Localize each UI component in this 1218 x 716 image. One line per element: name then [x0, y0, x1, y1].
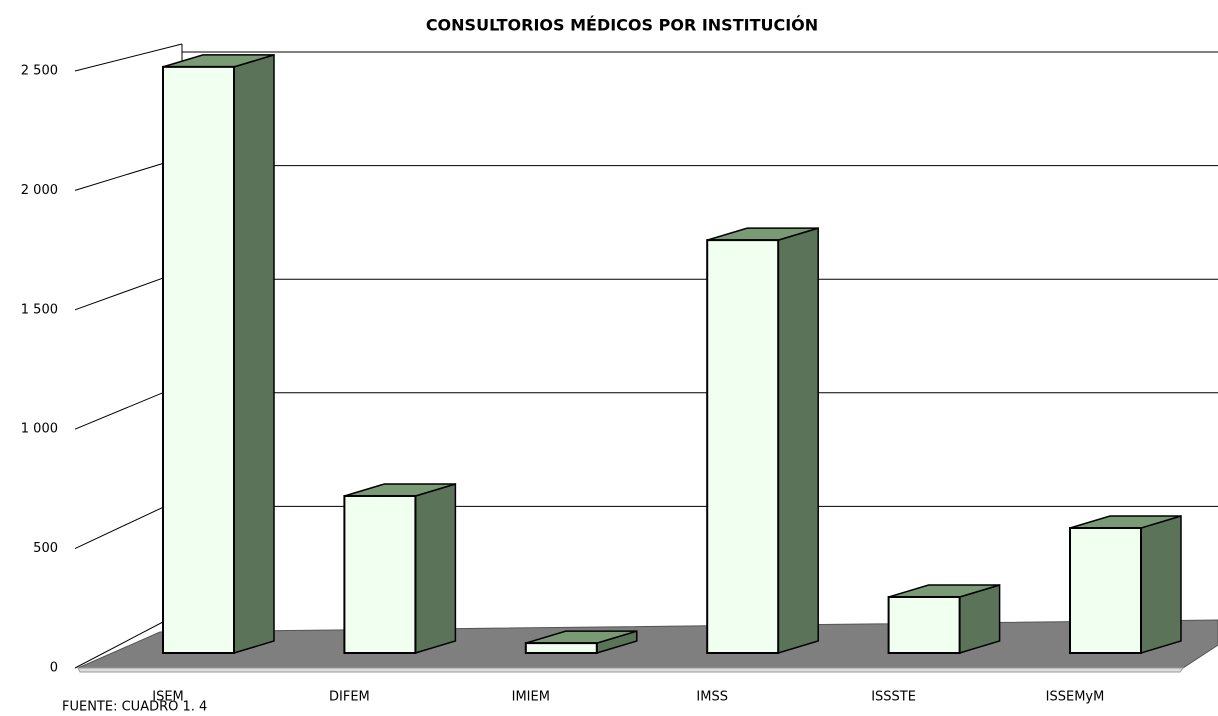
y-tick-label: 0	[50, 661, 58, 676]
y-tick-label: 2 500	[21, 64, 58, 79]
bar	[524, 642, 598, 655]
x-tick-label: DIFEM	[329, 690, 370, 705]
bar	[162, 65, 235, 654]
floor-edge	[77, 667, 1184, 673]
y-tick-label: 1 000	[21, 422, 58, 437]
source-note: FUENTE: CUADRO 1. 4	[62, 700, 207, 715]
bar	[1069, 527, 1142, 655]
bar-side	[233, 53, 275, 655]
bar	[706, 239, 780, 654]
x-tick-label: ISSSTE	[871, 690, 916, 705]
y-tick-label: 500	[33, 541, 58, 556]
tick-line	[74, 43, 183, 72]
x-tick-label: IMIEM	[512, 690, 550, 705]
x-tick-label: ISSEMyM	[1046, 690, 1105, 705]
bar-side	[414, 482, 457, 655]
y-tick-label: 2 000	[21, 183, 58, 198]
bar-side	[1140, 514, 1182, 655]
chart-title: CONSULTORIOS MÉDICOS POR INSTITUCIÓN	[426, 16, 818, 35]
y-tick-label: 1 500	[21, 302, 58, 317]
bar	[887, 595, 961, 654]
x-tick-label: ISEM	[152, 690, 184, 705]
bar	[343, 494, 417, 654]
x-tick-label: IMSS	[696, 690, 728, 705]
bar-side	[777, 227, 819, 655]
